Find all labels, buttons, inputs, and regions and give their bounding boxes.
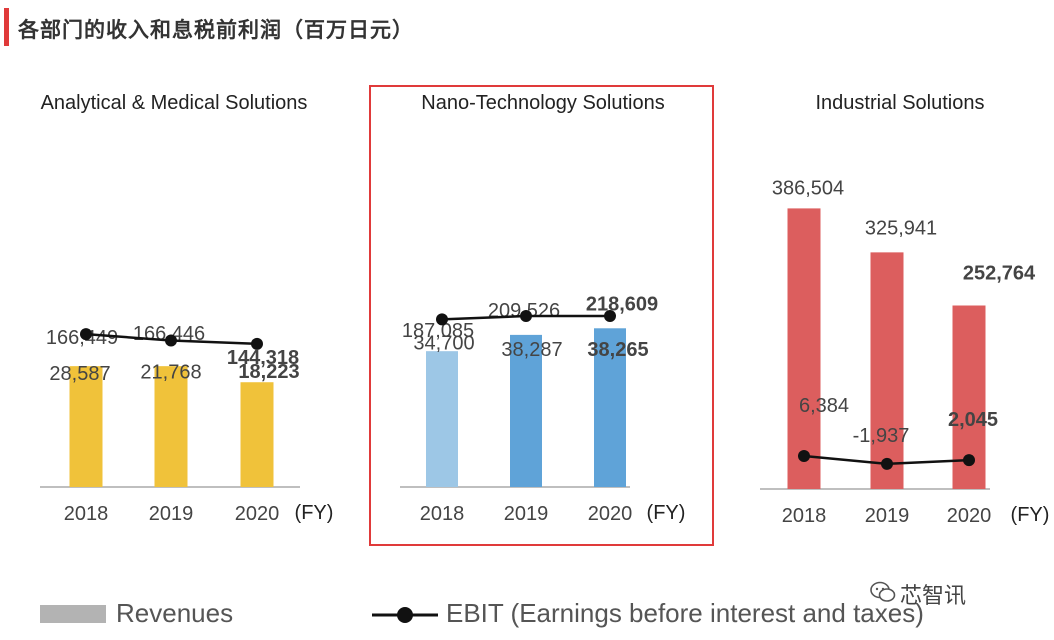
ebit-point xyxy=(604,310,616,323)
revenue-label: 325,941 xyxy=(865,217,937,239)
legend-ebit-label: EBIT (Earnings before interest and taxes… xyxy=(446,598,924,628)
axis-unit-label: (FY) xyxy=(1011,504,1050,526)
ebit-point xyxy=(251,337,263,350)
axis-unit-label: (FY) xyxy=(295,502,334,524)
chart-title: Nano-Technology Solutions xyxy=(421,92,665,114)
revenue-bar xyxy=(870,252,904,489)
x-tick-label: 2019 xyxy=(865,505,910,527)
ebit-point xyxy=(881,457,893,470)
revenue-label: 144,318 xyxy=(227,347,299,369)
revenue-bar xyxy=(426,351,458,487)
ebit-label: 38,287 xyxy=(501,339,562,361)
revenue-bar xyxy=(594,328,626,487)
x-tick-label: 2018 xyxy=(64,503,109,525)
ebit-label: 38,265 xyxy=(587,339,648,361)
chart-title: Industrial Solutions xyxy=(816,92,985,114)
x-tick-label: 2019 xyxy=(149,503,194,525)
page-title: 各部门的收入和息税前利润（百万日元） xyxy=(18,18,414,42)
revenue-label: 218,609 xyxy=(586,293,658,315)
chart-title: Analytical & Medical Solutions xyxy=(41,92,308,114)
heading-accent-bar xyxy=(4,8,9,46)
ebit-label: 34,700 xyxy=(413,332,474,354)
revenue-label: 386,504 xyxy=(772,177,844,199)
legend-revenues-label: Revenues xyxy=(116,598,234,628)
revenue-bar xyxy=(154,366,188,487)
ebit-point xyxy=(165,334,177,347)
revenue-bar xyxy=(69,366,103,487)
revenue-bar xyxy=(510,334,542,487)
x-tick-label: 2020 xyxy=(235,503,280,525)
ebit-point xyxy=(80,328,92,341)
ebit-point xyxy=(963,454,975,467)
ebit-point xyxy=(436,313,448,326)
highlight-box xyxy=(369,85,714,546)
ebit-label: 21,768 xyxy=(140,362,201,384)
ebit-label: 2,045 xyxy=(948,409,998,431)
axis-unit-label: (FY) xyxy=(647,502,686,524)
x-tick-label: 2018 xyxy=(420,503,465,525)
revenue-label: 252,764 xyxy=(963,262,1036,284)
ebit-label: 6,384 xyxy=(799,395,849,417)
revenue-bar xyxy=(787,208,821,489)
ebit-point xyxy=(520,310,532,323)
ebit-point xyxy=(798,449,810,462)
x-tick-label: 2019 xyxy=(504,503,549,525)
ebit-label: 18,223 xyxy=(238,361,299,383)
wechat-icon xyxy=(870,581,896,602)
legend-revenues-swatch xyxy=(40,605,106,623)
revenue-label: 187,085 xyxy=(402,320,474,342)
x-tick-label: 2018 xyxy=(782,505,827,527)
ebit-label: 28,587 xyxy=(49,363,110,385)
ebit-label: -1,937 xyxy=(853,425,910,447)
watermark-text: 芯智讯 xyxy=(900,584,967,609)
x-tick-label: 2020 xyxy=(947,505,992,527)
x-tick-label: 2020 xyxy=(588,503,633,525)
legend-ebit-marker xyxy=(372,607,438,623)
revenue-bar xyxy=(240,382,274,487)
